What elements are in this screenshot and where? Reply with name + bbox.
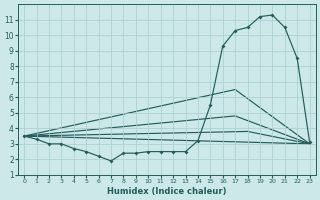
X-axis label: Humidex (Indice chaleur): Humidex (Indice chaleur): [107, 187, 227, 196]
